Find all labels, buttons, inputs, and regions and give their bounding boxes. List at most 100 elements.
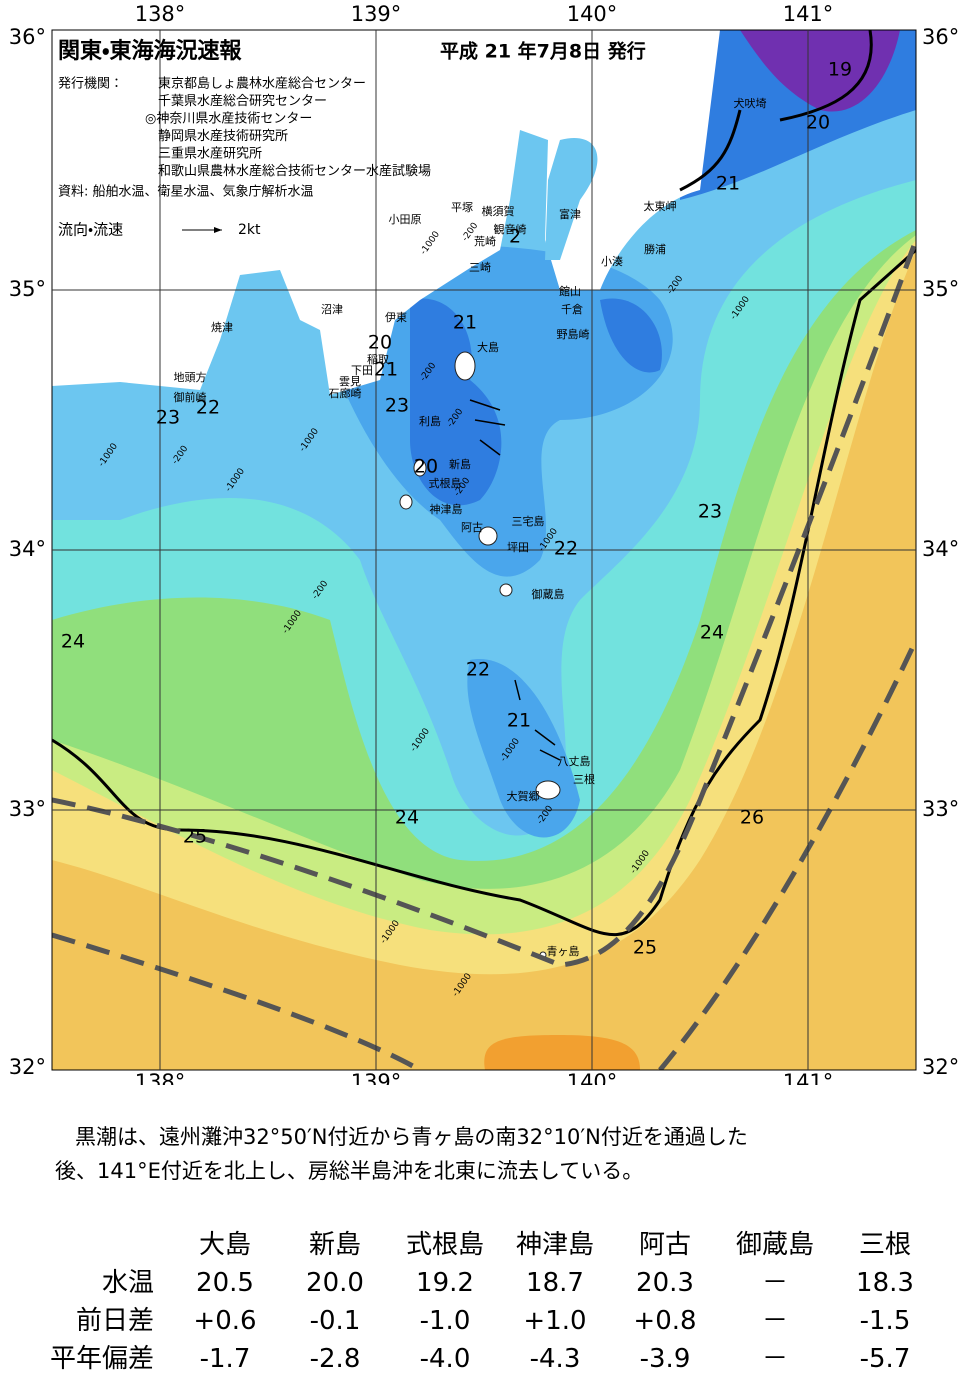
column-header: 新島: [308, 1230, 361, 1260]
place-name: 千倉: [561, 303, 583, 316]
isotherm-label: 21: [716, 173, 740, 195]
table-cell: 20.0: [306, 1268, 364, 1298]
column-header: 御蔵島: [735, 1230, 814, 1260]
legend-label: 流向・流速: [58, 221, 123, 239]
isotherm-label: 24: [61, 631, 85, 653]
issue-date: 平成 21 年7月8日 発行: [440, 40, 646, 63]
place-name: 利島: [419, 414, 441, 428]
table-cell: 18.3: [856, 1268, 914, 1298]
place-name: 焼津: [211, 321, 233, 334]
place-name: 伊東: [385, 311, 407, 324]
place-name: 式根島: [429, 476, 462, 490]
place-name: 小田原: [389, 213, 422, 226]
place-name: 平塚: [451, 200, 473, 214]
table-cell: -4.0: [419, 1344, 471, 1374]
temperature-table: 大島 新島 式根島 神津島 阿古 御蔵島 三根 水温 20.5 20.0 19.2 18.7 20.3 －…: [20, 1228, 940, 1376]
place-name: 館山: [559, 285, 581, 298]
issuer: 三重県水産研究所: [158, 146, 262, 162]
issuer: 東京都島しょ農林水産総合センター: [158, 76, 366, 92]
isotherm-label: 24: [700, 622, 724, 644]
place-name: 石廊崎: [329, 386, 362, 400]
lon-label: 141°: [783, 1070, 834, 1085]
place-name: 大賀郷: [507, 789, 540, 803]
lon-label: 139°: [351, 2, 402, 26]
table-cell: -5.7: [859, 1344, 911, 1374]
place-name: 坪田: [507, 541, 529, 554]
isotherm-label: 22: [196, 397, 220, 419]
table-cell: +0.6: [193, 1306, 257, 1336]
place-name: 八丈島: [558, 754, 591, 768]
column-header: 三根: [858, 1230, 911, 1260]
map-fill: [52, 30, 916, 1070]
place-name: 沼津: [321, 302, 343, 316]
lon-label: 140°: [567, 2, 618, 26]
table-cell: －: [761, 1344, 788, 1374]
place-name: 青ヶ島: [547, 944, 580, 958]
place-name: 犬吠埼: [734, 96, 767, 110]
issuer: 千葉県水産総合研究センター: [158, 93, 327, 109]
place-name: 三宅島: [512, 514, 545, 528]
isotherm-label: 22: [466, 659, 490, 681]
place-name: 小湊: [601, 254, 623, 268]
place-name: 三崎: [469, 260, 491, 274]
table-cell: +0.8: [633, 1306, 697, 1336]
row-header: 水温: [101, 1268, 154, 1298]
lat-label: 35°: [9, 277, 46, 301]
corner-cell: [20, 1228, 170, 1262]
legend-arrowhead: [214, 227, 222, 233]
lon-label: 140°: [567, 1070, 618, 1085]
table-cell: -3.9: [639, 1344, 691, 1374]
table-cell: +1.0: [523, 1306, 587, 1336]
isotherm-label: 24: [395, 807, 419, 829]
isotherm-label: 25: [183, 826, 207, 848]
isotherm-label: 22: [554, 538, 578, 560]
table-cell: -0.1: [309, 1306, 361, 1336]
lon-label: 138°: [135, 2, 186, 26]
isotherm-label: 21: [453, 312, 477, 334]
table-cell: 20.3: [636, 1268, 694, 1298]
lat-label: 36°: [922, 25, 959, 49]
place-name: 観音崎: [494, 222, 527, 236]
lat-label: 32°: [9, 1055, 46, 1079]
place-name: 御前崎: [174, 390, 207, 404]
column-header: 神津島: [515, 1230, 594, 1260]
table-cell: -2.8: [309, 1344, 361, 1374]
lat-label: 33°: [922, 797, 959, 821]
row-header: 平年偏差: [49, 1344, 154, 1374]
isotherm-label: 25: [633, 937, 657, 959]
place-name: 神津島: [430, 502, 463, 516]
summary-line: 黒潮は、遠州灘沖32°50′N付近から青ヶ島の南32°10′N付近を通過した: [75, 1125, 748, 1149]
place-name: 雲見: [339, 375, 361, 388]
place-name: 稲取: [367, 353, 389, 366]
table-cell: -4.3: [529, 1344, 581, 1374]
isotherm-label: 21: [374, 359, 398, 381]
row-header: 前日差: [75, 1306, 154, 1336]
place-name: 横須賀: [482, 204, 515, 218]
lon-label: 141°: [783, 2, 834, 26]
lat-label: 34°: [922, 537, 959, 561]
table-cell: 18.7: [526, 1268, 584, 1298]
table-cell: 19.2: [416, 1268, 474, 1298]
isotherm-label: 26: [740, 807, 764, 829]
isotherm-label: 23: [156, 407, 180, 429]
legend-scale: 2kt: [238, 222, 261, 238]
place-name: 阿古: [461, 521, 483, 534]
lat-label: 34°: [9, 537, 46, 561]
lat-label: 36°: [9, 25, 46, 49]
place-name: 野島崎: [557, 327, 590, 341]
isotherm-label: 20: [368, 332, 392, 354]
table-cell: －: [761, 1268, 788, 1298]
isotherm-label: 23: [698, 501, 722, 523]
place-name: 下田: [351, 364, 373, 377]
summary-line: 後、141°E付近を北上し、房総半島沖を北東に流去している。: [55, 1159, 644, 1183]
isotherm-label: 20: [414, 456, 438, 478]
lon-label: 138°: [135, 1070, 186, 1085]
isotherm-label: 21: [507, 710, 531, 732]
place-name: 地頭方: [174, 370, 207, 384]
place-name: 大島: [477, 340, 499, 354]
column-header: 式根島: [405, 1230, 484, 1260]
isotherm-label: 2: [509, 226, 521, 248]
issuer-label: 発行機関：: [58, 77, 123, 92]
current-arrows: [469, 399, 561, 761]
